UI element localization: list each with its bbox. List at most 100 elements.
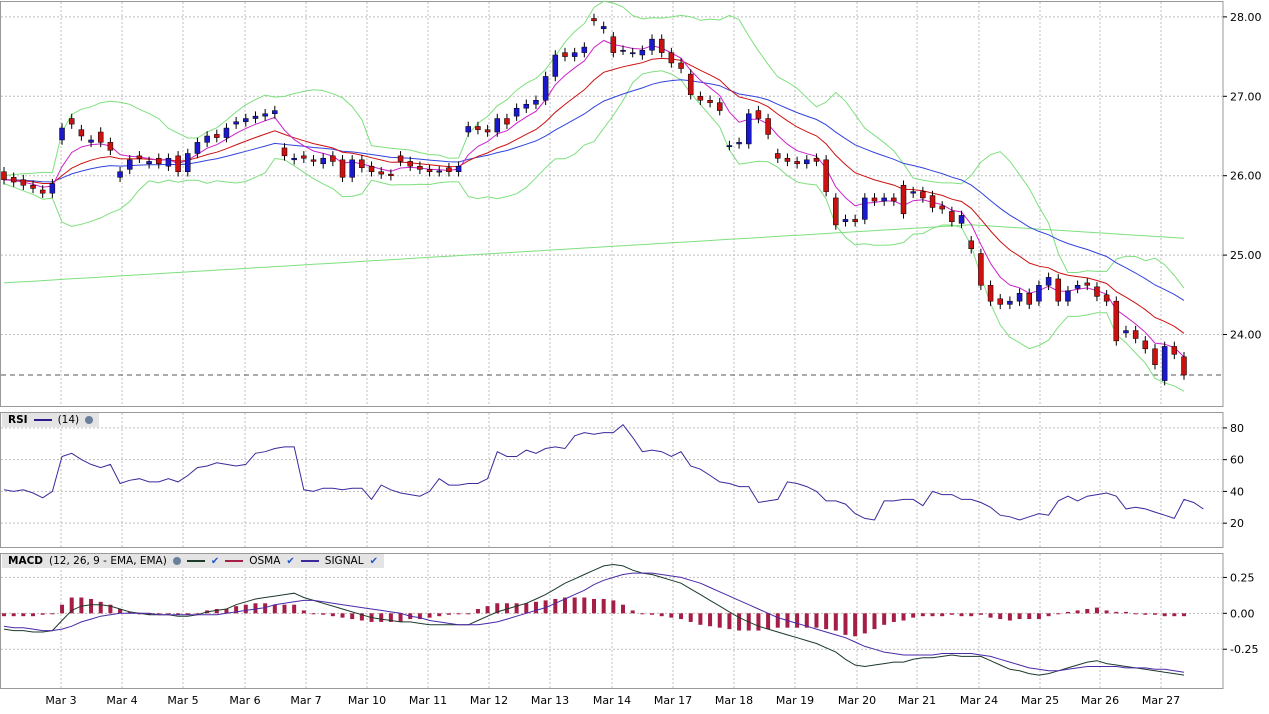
settings-icon[interactable] xyxy=(85,416,94,424)
candle-body xyxy=(610,36,617,53)
osma-bar xyxy=(756,613,761,631)
osma-bar xyxy=(959,613,964,617)
rsi-legend[interactable]: RSI (14) xyxy=(2,413,100,427)
candle-body xyxy=(804,159,810,165)
osma-bar xyxy=(882,613,887,625)
osma-bar xyxy=(514,603,519,614)
checkbox-macd-icon[interactable]: ✔ xyxy=(210,555,220,567)
macd-legend[interactable]: MACD (12, 26, 9 - EMA, EMA) ✔ OSMA ✔ SIG… xyxy=(2,554,384,568)
candle-body xyxy=(156,157,162,165)
candle-body xyxy=(552,54,559,77)
x-tick-label: Mar 5 xyxy=(167,694,198,707)
candle-body xyxy=(214,134,220,138)
candle-body xyxy=(687,73,694,95)
osma-bar xyxy=(340,613,345,618)
osma-bar xyxy=(572,597,577,614)
candle-body xyxy=(272,110,278,115)
osma-bar xyxy=(417,613,422,620)
osma-bar xyxy=(156,613,161,615)
osma-bar xyxy=(630,610,635,614)
osma-bar xyxy=(1007,613,1012,621)
lower-bollinger-band xyxy=(3,70,1185,392)
candle-body xyxy=(591,18,597,22)
candle-body xyxy=(513,107,520,117)
candle-body xyxy=(823,159,829,192)
osma-bar xyxy=(98,601,103,614)
osma-bar xyxy=(127,611,132,614)
osma-bar xyxy=(853,613,858,637)
candle-body xyxy=(562,52,568,57)
candle-body xyxy=(833,197,839,226)
candle-body xyxy=(581,46,588,53)
candle-body xyxy=(697,96,704,101)
osma-bar xyxy=(1114,611,1119,614)
candle-body xyxy=(388,173,394,176)
candle-body xyxy=(639,49,646,56)
candle-body xyxy=(475,126,481,130)
osma-bar xyxy=(553,598,558,614)
candle-body xyxy=(417,165,423,170)
candle-body xyxy=(30,184,36,189)
macd-params-label: (12, 26, 9 - EMA, EMA) xyxy=(49,555,167,567)
candle-body xyxy=(658,38,665,53)
candle-body xyxy=(368,165,375,172)
checkbox-signal-icon[interactable]: ✔ xyxy=(369,555,378,567)
candle-body xyxy=(78,129,85,137)
osma-bar xyxy=(1123,611,1128,614)
osma-swatch xyxy=(225,560,244,562)
osma-bar xyxy=(872,613,877,630)
osma-bar xyxy=(388,613,393,622)
candle-body xyxy=(1055,278,1062,302)
candle-body xyxy=(165,157,172,167)
candle-body xyxy=(339,159,346,178)
candle-body xyxy=(49,183,56,194)
candle-body xyxy=(910,191,916,194)
candle-body xyxy=(455,165,462,172)
y-tick-label: 26.00 xyxy=(1230,170,1262,183)
candle-body xyxy=(852,219,858,223)
candle-body xyxy=(204,135,210,143)
candle-body xyxy=(107,142,114,151)
x-tick-label: Mar 18 xyxy=(715,694,753,707)
x-tick-label: Mar 24 xyxy=(960,694,998,707)
osma-bar xyxy=(495,603,500,614)
blue-moving-average-line xyxy=(3,79,1185,301)
checkbox-osma-icon[interactable]: ✔ xyxy=(286,555,295,567)
osma-bar xyxy=(1152,613,1157,615)
candle-body xyxy=(1094,286,1100,297)
osma-bar xyxy=(1094,607,1099,614)
osma-bar xyxy=(176,613,181,615)
candle-body xyxy=(891,197,897,202)
osma-bar xyxy=(243,604,248,614)
osma-bar xyxy=(1104,610,1109,614)
osma-bar xyxy=(292,604,297,614)
x-tick-label: Mar 14 xyxy=(593,694,631,707)
osma-bar xyxy=(69,597,74,614)
osma-bar xyxy=(185,613,190,615)
candle-body xyxy=(330,155,336,162)
rsi-swatch xyxy=(33,419,52,421)
candle-body xyxy=(88,139,94,143)
magenta-moving-average-line xyxy=(3,39,1185,358)
osma-bar xyxy=(669,613,674,618)
settings-icon[interactable] xyxy=(172,557,181,565)
osma-bar xyxy=(108,604,113,614)
candle-body xyxy=(958,215,965,224)
candle-body xyxy=(175,155,181,172)
x-tick-label: Mar 11 xyxy=(409,694,447,707)
osma-bar xyxy=(1036,613,1041,620)
osma-bar xyxy=(311,613,316,615)
x-tick-label: Mar 12 xyxy=(470,694,508,707)
osma-bar xyxy=(998,613,1003,620)
candle-body xyxy=(542,76,549,101)
candle-body xyxy=(446,167,452,172)
y-tick-label: 80 xyxy=(1230,422,1244,435)
candle-body xyxy=(784,157,791,162)
candle-body xyxy=(1036,285,1042,302)
osma-bar xyxy=(11,613,16,617)
candle-body xyxy=(320,157,326,165)
candle-body xyxy=(494,118,501,133)
candle-body xyxy=(794,161,800,165)
candle-body xyxy=(533,100,539,105)
candle-body xyxy=(291,157,297,161)
